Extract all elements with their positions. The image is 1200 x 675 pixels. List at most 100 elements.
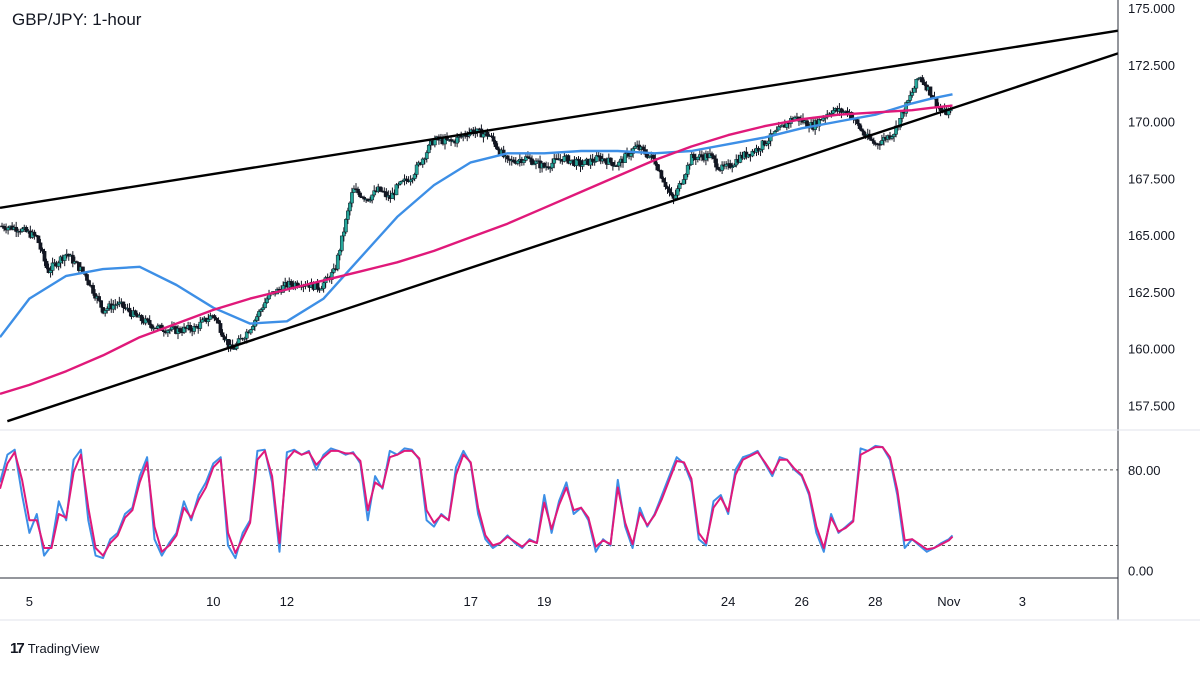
candle-body (778, 125, 783, 128)
candle-body (48, 270, 53, 273)
candle-body (350, 192, 354, 204)
candle-body (250, 326, 255, 330)
candle-body (214, 317, 219, 321)
candle-body (590, 158, 595, 162)
candle-body (641, 146, 646, 150)
candle-body (42, 251, 47, 262)
time-tick-label: 26 (794, 594, 808, 609)
candle-body (87, 280, 91, 286)
candle-body (75, 261, 79, 263)
candle-body (178, 328, 182, 332)
candle-body (255, 316, 259, 321)
candle-body (358, 192, 362, 197)
candle-body (398, 181, 403, 185)
candle-body (700, 154, 704, 157)
candle-body (609, 157, 613, 163)
candle-body (687, 164, 692, 166)
chart-title: GBP/JPY: 1-hour (12, 10, 142, 29)
candle-body (766, 140, 771, 145)
candle-body (362, 196, 366, 200)
candle-body (206, 319, 211, 322)
candle-body (505, 155, 510, 160)
candle-body (220, 332, 225, 337)
candle-body (714, 158, 718, 168)
candle-body (321, 282, 326, 289)
candle-body (491, 136, 496, 142)
candle-body (880, 140, 884, 145)
price-tick-label: 172.500 (1128, 58, 1175, 73)
candle-body (344, 219, 348, 233)
candle-body (855, 119, 860, 125)
oscillator-pane[interactable] (0, 444, 1118, 560)
moving-average-fast-line (0, 93, 953, 338)
candle-body (346, 210, 350, 220)
candle-body (335, 254, 340, 270)
candle-body (244, 331, 249, 339)
candle-body (651, 154, 656, 159)
price-tick-label: 167.500 (1128, 171, 1175, 186)
candle-body (892, 133, 896, 137)
price-pane[interactable] (0, 29, 1119, 423)
price-tick-label: 162.500 (1128, 285, 1175, 300)
candle-body (147, 320, 152, 325)
moving-average-slow-line (0, 104, 953, 396)
candle-body (914, 79, 919, 89)
candle-body (511, 159, 516, 163)
candle-body (633, 146, 637, 149)
time-tick-label: 24 (721, 594, 735, 609)
candle-body (663, 181, 668, 187)
candle-body (6, 227, 10, 231)
candle-body (859, 128, 864, 132)
candle-body (212, 315, 217, 319)
candle-body (14, 226, 19, 232)
candle-body (602, 158, 607, 162)
stoch-d-line (0, 446, 954, 557)
candle-body (910, 92, 915, 96)
candle-body (85, 274, 89, 281)
candle-body (97, 296, 101, 301)
candle-body (675, 188, 680, 196)
candle-body (716, 166, 720, 170)
candle-body (372, 190, 377, 196)
candle-body (133, 310, 138, 315)
oscillator-tick-label: 80.00 (1128, 463, 1161, 478)
upper-trendline (0, 29, 1119, 209)
candle-body (414, 164, 419, 175)
candle-body (732, 164, 737, 167)
candle-body (62, 254, 67, 261)
pane-frame (0, 0, 1200, 621)
candle-body (673, 194, 678, 199)
branding: 17 TradingView (10, 640, 99, 657)
price-tick-label: 170.000 (1128, 115, 1175, 130)
candle-body (871, 140, 876, 144)
candle-body (623, 153, 627, 163)
candle-body (248, 329, 253, 334)
candle-body (730, 166, 735, 168)
candle-body (695, 156, 700, 160)
candle-body (481, 133, 486, 138)
candle-body (655, 164, 660, 171)
candle-body (645, 153, 650, 158)
candle-body (20, 228, 25, 232)
brand-name: TradingView (27, 641, 100, 656)
candle-body (661, 178, 666, 183)
candle-body (629, 153, 633, 157)
candle-body (681, 179, 686, 185)
candle-body (594, 155, 599, 162)
candle-body (36, 235, 41, 244)
candle-body (712, 155, 716, 160)
candle-body (265, 298, 269, 303)
candle-body (105, 308, 110, 311)
tradingview-logo-icon: 17 (10, 640, 25, 657)
candle-body (774, 129, 779, 132)
candle-body (50, 262, 55, 271)
price-tick-label: 157.500 (1128, 398, 1175, 413)
time-tick-label: Nov (937, 594, 961, 609)
candle-body (522, 160, 526, 163)
candle-body (263, 302, 267, 309)
candle-body (44, 260, 49, 269)
candle-body (582, 160, 587, 165)
price-tick-label: 175.000 (1128, 1, 1175, 16)
candle-body (32, 231, 37, 236)
